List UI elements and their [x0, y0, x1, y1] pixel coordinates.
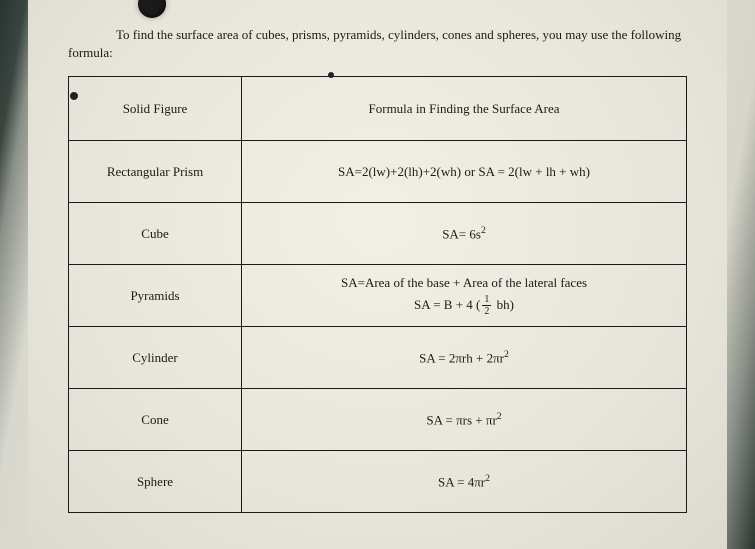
table-header-row: Solid Figure Formula in Finding the Surf… [69, 77, 687, 141]
shape-name: Cube [69, 203, 242, 265]
binder-hole [138, 0, 166, 18]
table-row: Pyramids SA=Area of the base + Area of t… [69, 265, 687, 327]
shape-formula: SA = 2πrh + 2πr2 [242, 327, 687, 389]
shape-name: Rectangular Prism [69, 141, 242, 203]
table-row: Rectangular Prism SA=2(lw)+2(lh)+2(wh) o… [69, 141, 687, 203]
shape-formula: SA= 6s2 [242, 203, 687, 265]
shape-name: Cylinder [69, 327, 242, 389]
table-row: Cone SA = πrs + πr2 [69, 389, 687, 451]
shape-name: Pyramids [69, 265, 242, 327]
table-row: Sphere SA = 4πr2 [69, 451, 687, 513]
ink-dot [70, 92, 78, 100]
shape-name: Sphere [69, 451, 242, 513]
header-formula: Formula in Finding the Surface Area [242, 77, 687, 141]
shape-name: Cone [69, 389, 242, 451]
formula-table: Solid Figure Formula in Finding the Surf… [68, 76, 687, 513]
shape-formula: SA=2(lw)+2(lh)+2(wh) or SA = 2(lw + lh +… [242, 141, 687, 203]
shape-formula: SA = πrs + πr2 [242, 389, 687, 451]
paper-sheet: To find the surface area of cubes, prism… [28, 0, 727, 549]
shape-formula: SA=Area of the base + Area of the latera… [242, 265, 687, 327]
shape-formula: SA = 4πr2 [242, 451, 687, 513]
intro-text: To find the surface area of cubes, prism… [68, 26, 687, 62]
table-row: Cylinder SA = 2πrh + 2πr2 [69, 327, 687, 389]
ink-dot [328, 72, 334, 78]
table-row: Cube SA= 6s2 [69, 203, 687, 265]
header-solid-figure: Solid Figure [69, 77, 242, 141]
